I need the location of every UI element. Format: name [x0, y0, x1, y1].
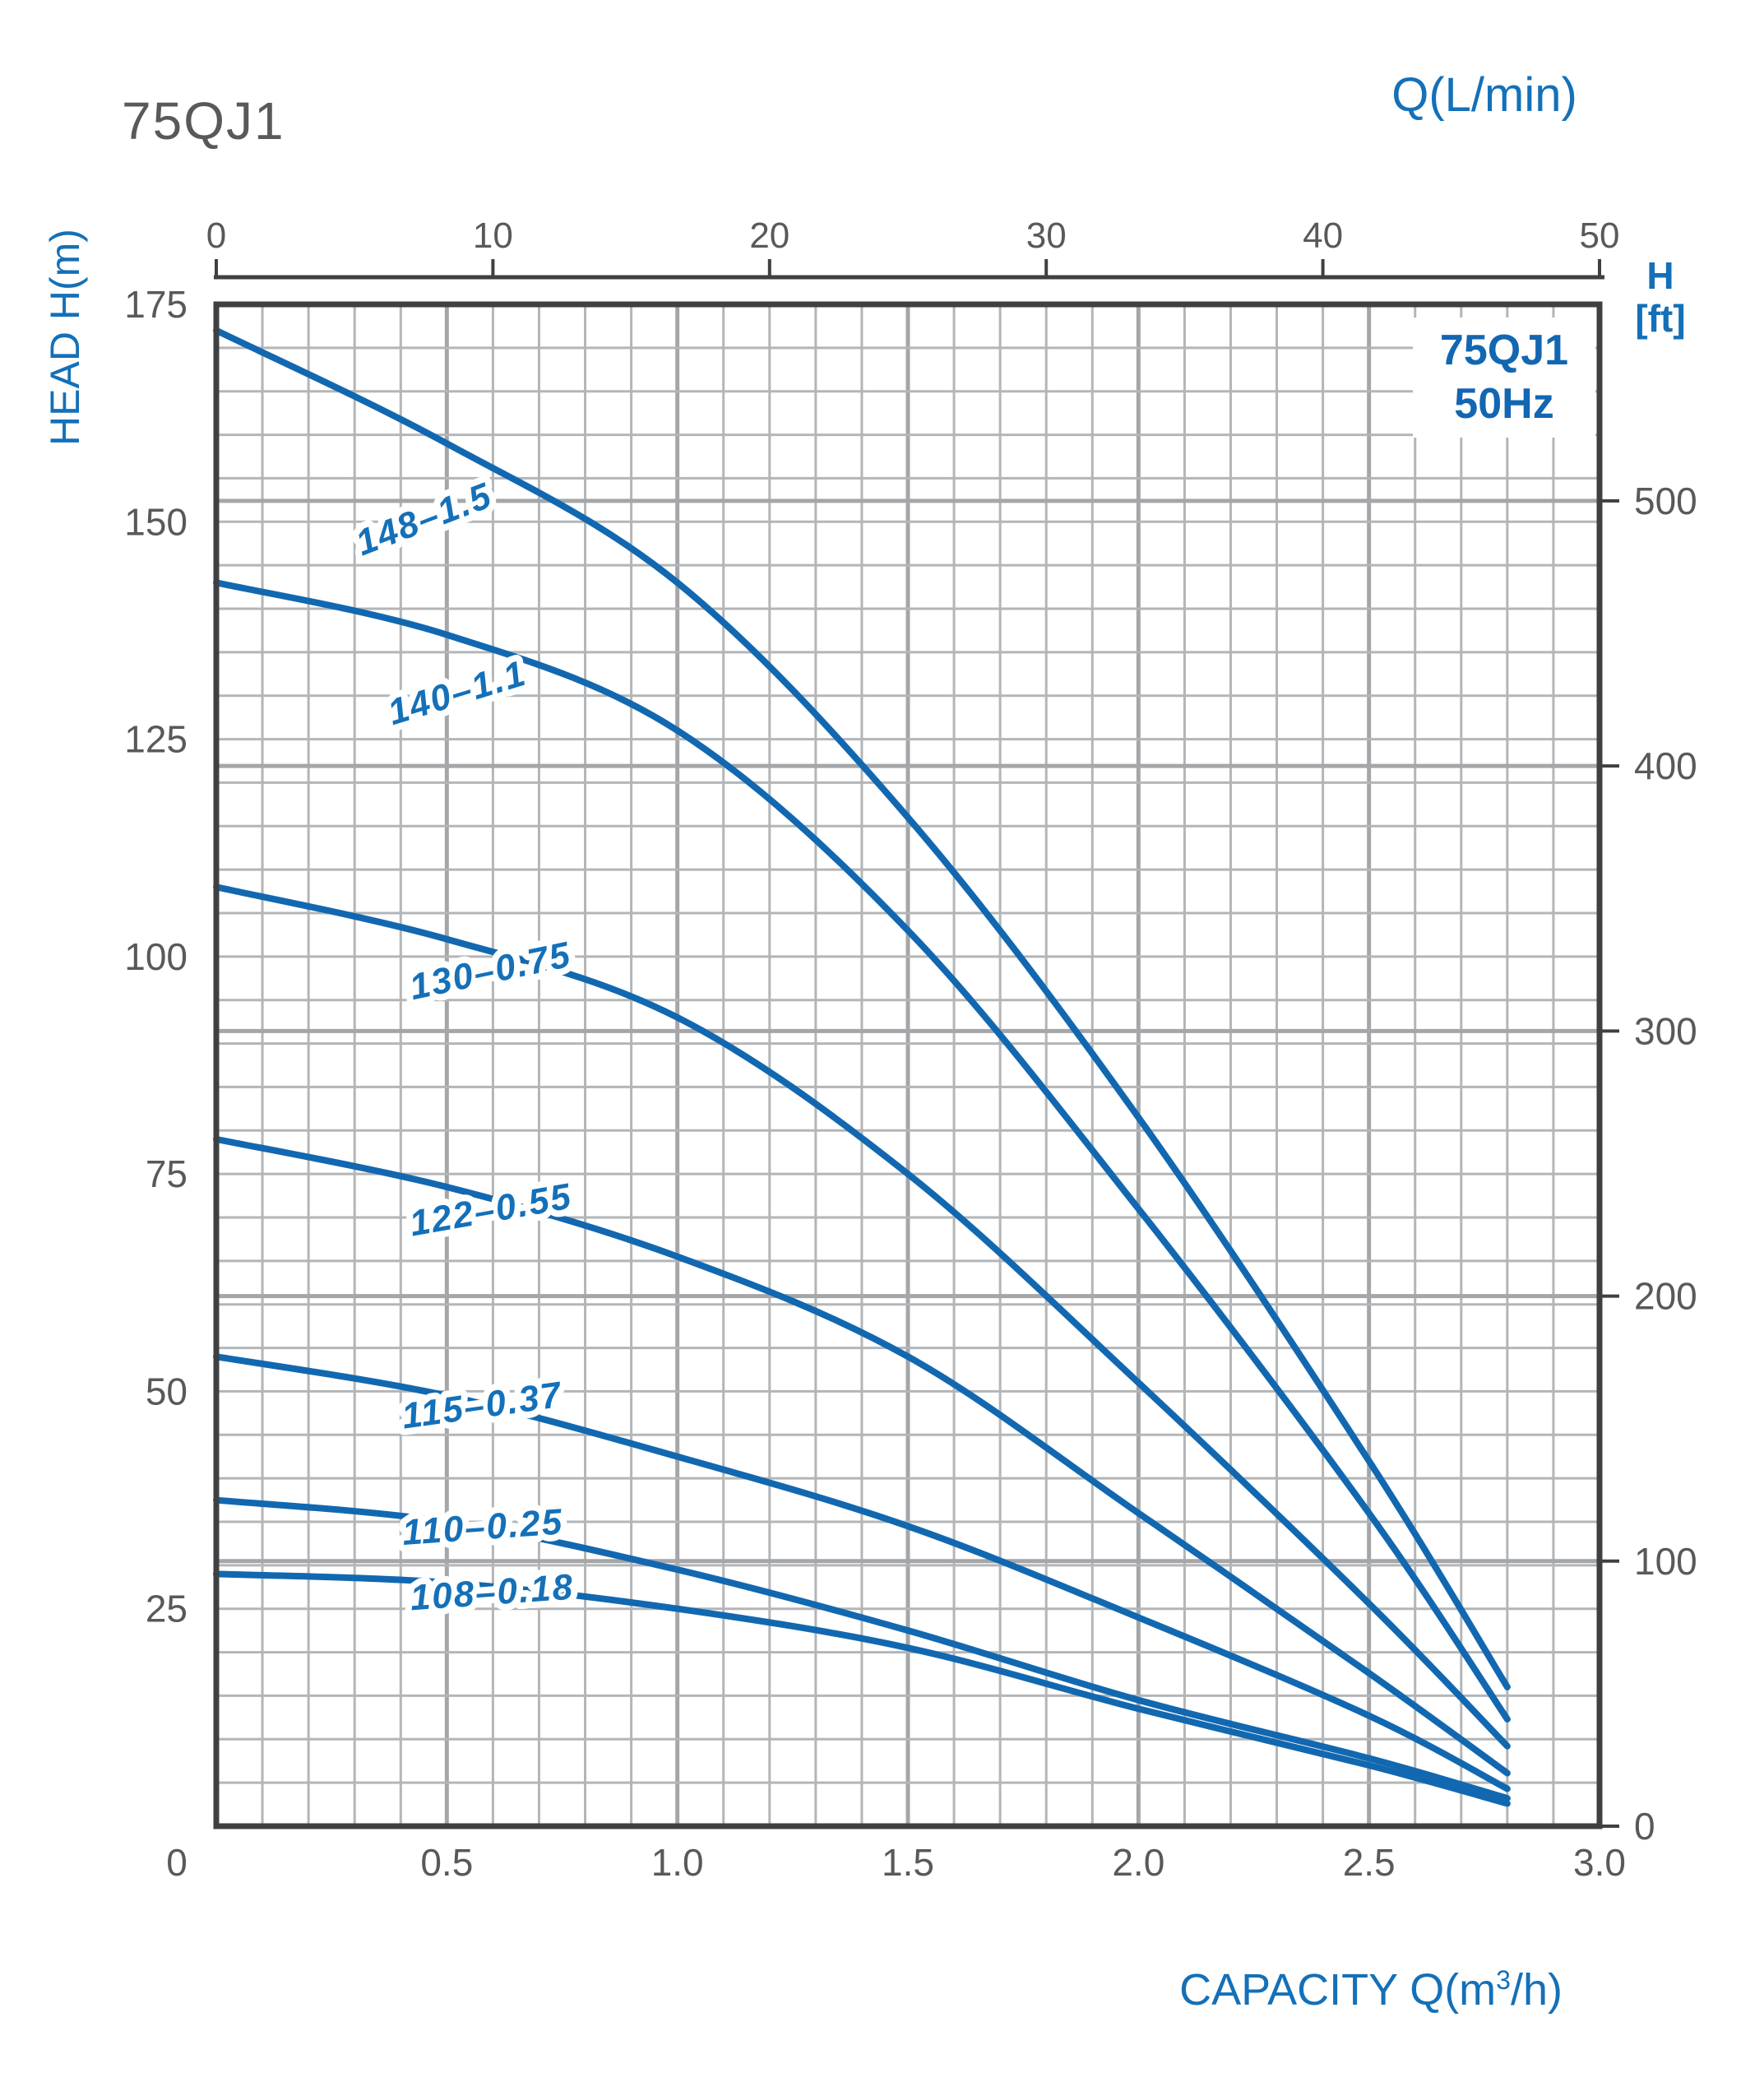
svg-text:2.5: 2.5: [1343, 1841, 1396, 1884]
svg-text:0.5: 0.5: [420, 1841, 473, 1884]
svg-text:40: 40: [1303, 216, 1343, 256]
curve-110-0.25: [213, 1496, 1511, 1802]
svg-text:3.0: 3.0: [1573, 1841, 1626, 1884]
bottom-axis-title: CAPACITY Q(m3/h): [740, 1964, 1563, 2015]
curve-148-1.5: [213, 327, 1511, 1690]
svg-text:125: 125: [124, 718, 188, 761]
curve-122-0.55: [213, 1135, 1511, 1777]
bottom-axis-ticks: 0 0.5 1.0 1.5 2.0 2.5 3.0: [166, 1841, 1626, 1884]
curve-label-108-0.18: 108–0.18: [409, 1567, 575, 1619]
page-title: 75QJ1: [122, 91, 285, 151]
curve-label-148-1.5: 148–1.5: [350, 475, 498, 563]
svg-text:100: 100: [1634, 1540, 1697, 1583]
svg-text:175: 175: [124, 283, 188, 326]
svg-text:300: 300: [1634, 1009, 1697, 1052]
svg-text:0: 0: [166, 1841, 188, 1884]
top-axis: 0 10 20 30 40 50: [206, 216, 1620, 280]
svg-text:0: 0: [206, 216, 226, 256]
svg-text:75: 75: [146, 1152, 188, 1195]
curve-108-0.18: [213, 1570, 1511, 1807]
legend-box: 75QJ1 50Hz: [1413, 318, 1595, 438]
svg-text:100: 100: [124, 935, 188, 978]
svg-text:200: 200: [1634, 1275, 1697, 1318]
legend-frequency: 50Hz: [1454, 380, 1554, 428]
plot-frame: [213, 301, 1603, 1829]
svg-text:500: 500: [1634, 480, 1697, 522]
svg-text:1.0: 1.0: [651, 1841, 704, 1884]
right-axis-title-line2: [ft]: [1635, 296, 1686, 340]
svg-text:10: 10: [473, 216, 513, 256]
right-axis-ticks: 0 100 200 300 400 500: [1600, 480, 1697, 1848]
svg-text:30: 30: [1026, 216, 1067, 256]
curve-label-140-1.1: 140–1.1: [383, 653, 531, 733]
curve-labels: 148–1.5140–1.1130–0.75122–0.55115–0.3711…: [344, 468, 581, 1625]
bottom-axis-title-prefix: CAPACITY Q(m: [1179, 1965, 1497, 2015]
grid: [216, 304, 1600, 1826]
bottom-axis-title-suffix: /h): [1510, 1965, 1563, 2015]
svg-text:50: 50: [146, 1370, 188, 1412]
svg-text:2.0: 2.0: [1112, 1841, 1164, 1884]
svg-text:0: 0: [1634, 1805, 1655, 1848]
curve-115-0.37: [213, 1353, 1511, 1792]
svg-text:150: 150: [124, 500, 188, 543]
svg-text:400: 400: [1634, 744, 1697, 787]
svg-text:50: 50: [1580, 216, 1620, 256]
curve-label-130-0.75: 130–0.75: [406, 934, 575, 1008]
svg-text:1.5: 1.5: [882, 1841, 934, 1884]
svg-text:20: 20: [749, 216, 789, 256]
right-axis-title: H [ft]: [1614, 254, 1706, 340]
left-axis-ticks: 25 50 75 100 125 150 175: [124, 283, 188, 1630]
right-axis-title-line1: H: [1646, 254, 1674, 297]
svg-text:25: 25: [146, 1588, 188, 1630]
curve-140-1.1: [213, 579, 1511, 1723]
curve-label-115-0.37: 115–0.37: [400, 1375, 566, 1437]
legend-model: 75QJ1: [1439, 327, 1569, 374]
curve-130-0.75: [213, 883, 1511, 1750]
bottom-axis-title-sup: 3: [1496, 1965, 1511, 1995]
top-axis-unit-label: Q(L/min): [1391, 68, 1577, 122]
curves: [213, 327, 1511, 1807]
